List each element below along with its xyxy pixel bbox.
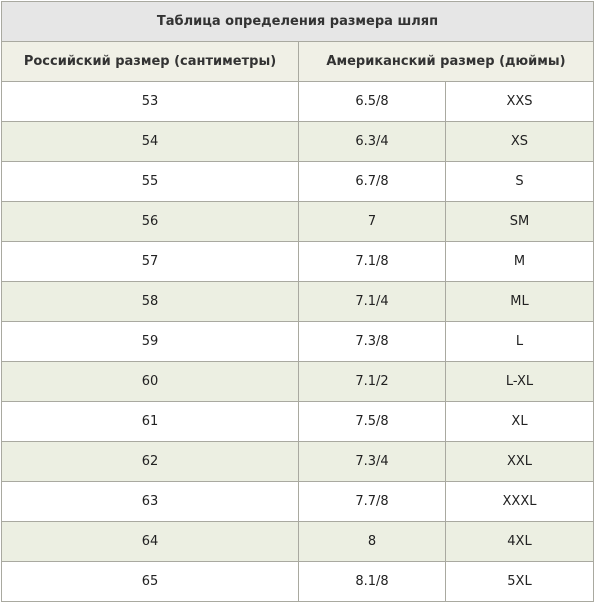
table-body: 53 6.5/8 XXS 54 6.3/4 XS 55 6.7/8 S 56 7 SM 57 7.1/8 M…	[1, 81, 594, 602]
russian-size-cell: 61	[1, 401, 299, 442]
table-title: Таблица определения размера шляп	[1, 1, 594, 42]
table-row: 55 6.7/8 S	[1, 161, 594, 202]
letter-size-cell: L	[445, 321, 594, 362]
table-row: 59 7.3/8 L	[1, 321, 594, 362]
russian-size-cell: 62	[1, 441, 299, 482]
letter-size-cell: XL	[445, 401, 594, 442]
russian-size-cell: 58	[1, 281, 299, 322]
letter-size-cell: ML	[445, 281, 594, 322]
header-row: Российский размер (сантиметры) Американс…	[1, 41, 594, 82]
inch-size-cell: 7	[298, 201, 446, 242]
table-row: 53 6.5/8 XXS	[1, 81, 594, 122]
table-row: 60 7.1/2 L-XL	[1, 361, 594, 402]
russian-size-cell: 55	[1, 161, 299, 202]
table-row: 64 8 4XL	[1, 521, 594, 562]
letter-size-cell: 4XL	[445, 521, 594, 562]
russian-size-cell: 54	[1, 121, 299, 162]
letter-size-cell: XXXL	[445, 481, 594, 522]
letter-size-cell: XXS	[445, 81, 594, 122]
letter-size-cell: M	[445, 241, 594, 282]
russian-size-cell: 60	[1, 361, 299, 402]
table-row: 63 7.7/8 XXXL	[1, 481, 594, 522]
inch-size-cell: 7.1/8	[298, 241, 446, 282]
inch-size-cell: 7.3/8	[298, 321, 446, 362]
header-american-size: Американский размер (дюймы)	[298, 41, 594, 82]
header-russian-size: Российский размер (сантиметры)	[1, 41, 299, 82]
table-row: 54 6.3/4 XS	[1, 121, 594, 162]
inch-size-cell: 8	[298, 521, 446, 562]
table-row: 58 7.1/4 ML	[1, 281, 594, 322]
inch-size-cell: 7.7/8	[298, 481, 446, 522]
inch-size-cell: 6.7/8	[298, 161, 446, 202]
inch-size-cell: 6.5/8	[298, 81, 446, 122]
inch-size-cell: 7.3/4	[298, 441, 446, 482]
table-row: 62 7.3/4 XXL	[1, 441, 594, 482]
russian-size-cell: 53	[1, 81, 299, 122]
inch-size-cell: 7.5/8	[298, 401, 446, 442]
letter-size-cell: 5XL	[445, 561, 594, 602]
russian-size-cell: 57	[1, 241, 299, 282]
letter-size-cell: XS	[445, 121, 594, 162]
letter-size-cell: S	[445, 161, 594, 202]
inch-size-cell: 8.1/8	[298, 561, 446, 602]
inch-size-cell: 6.3/4	[298, 121, 446, 162]
table-row: 56 7 SM	[1, 201, 594, 242]
title-row: Таблица определения размера шляп	[1, 1, 594, 42]
letter-size-cell: L-XL	[445, 361, 594, 402]
russian-size-cell: 59	[1, 321, 299, 362]
letter-size-cell: XXL	[445, 441, 594, 482]
russian-size-cell: 56	[1, 201, 299, 242]
table-row: 65 8.1/8 5XL	[1, 561, 594, 602]
russian-size-cell: 64	[1, 521, 299, 562]
table-row: 61 7.5/8 XL	[1, 401, 594, 442]
inch-size-cell: 7.1/2	[298, 361, 446, 402]
russian-size-cell: 65	[1, 561, 299, 602]
inch-size-cell: 7.1/4	[298, 281, 446, 322]
letter-size-cell: SM	[445, 201, 594, 242]
table-row: 57 7.1/8 M	[1, 241, 594, 282]
russian-size-cell: 63	[1, 481, 299, 522]
